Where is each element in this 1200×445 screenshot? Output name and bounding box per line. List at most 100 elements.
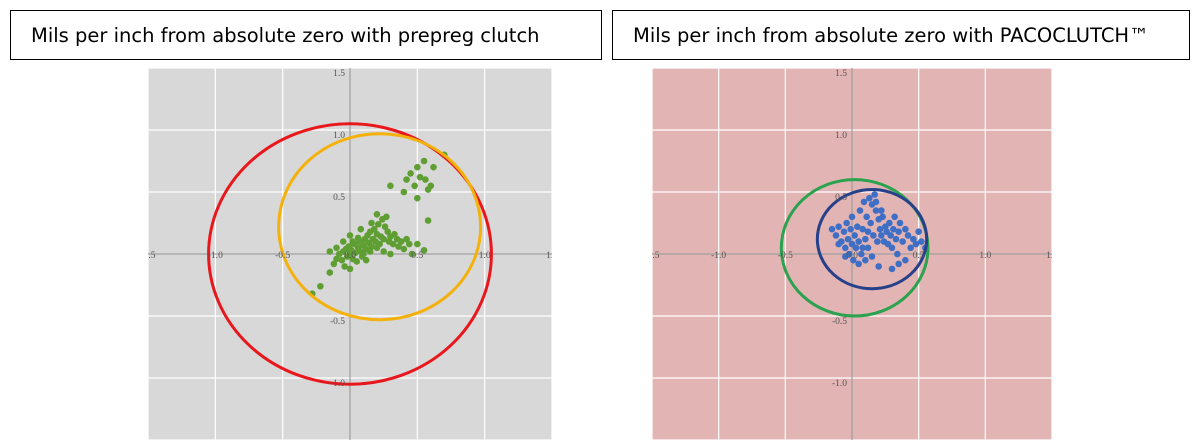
y-tick-label: -1.0 [330, 379, 345, 389]
data-point [341, 263, 348, 270]
data-point [872, 207, 880, 214]
chart-title-right: Mils per inch from absolute zero with PA… [612, 10, 1190, 60]
data-point [373, 211, 381, 218]
data-point [333, 244, 340, 252]
data-point [416, 173, 424, 181]
y-tick-label: 1.5 [835, 69, 847, 79]
data-point [878, 207, 885, 214]
data-point [362, 256, 370, 264]
data-point [366, 248, 374, 255]
data-point [384, 228, 392, 235]
data-point [835, 240, 842, 248]
data-point [864, 244, 872, 252]
data-point [389, 240, 397, 248]
data-point [360, 250, 367, 258]
y-tick-label: 1.5 [333, 69, 345, 79]
data-point [346, 265, 354, 273]
data-point [346, 232, 354, 239]
data-point [383, 213, 390, 221]
y-tick-label: 1.0 [333, 131, 345, 141]
data-point [427, 182, 435, 190]
data-point [872, 198, 880, 206]
data-point [855, 260, 862, 268]
data-point [842, 253, 849, 260]
data-point [856, 207, 864, 214]
data-point [380, 248, 387, 255]
data-point [875, 263, 882, 270]
data-point [912, 240, 920, 248]
data-point [339, 238, 347, 245]
x-tick-label: -1.5 [652, 251, 660, 261]
x-tick-label: -1.0 [208, 251, 223, 261]
data-point [888, 244, 896, 252]
data-point [387, 182, 394, 190]
data-point [414, 194, 421, 202]
data-point [354, 234, 362, 242]
data-point [317, 282, 324, 290]
scatter-plot-right: -1.5 -1.0 -0.5 0.0 0.5 1.0 1.5 1.5 1.0 0.5 -0.5 -1.… [652, 68, 1052, 440]
data-point [855, 238, 862, 245]
scatter-plot-left: -1.5 -1.0 -0.5 0.0 0.5 1.0 1.5 1.5 1.0 0.5 -0.5 -1.… [148, 68, 552, 440]
x-tick-label: 0.5 [913, 251, 925, 261]
data-point [357, 225, 365, 233]
data-point [891, 213, 898, 221]
data-point [851, 232, 858, 239]
data-point [894, 250, 901, 258]
data-point [878, 232, 885, 239]
data-point [424, 217, 432, 224]
data-point [902, 225, 909, 233]
data-point [890, 225, 897, 233]
data-point [887, 232, 894, 239]
y-tick-label: 0.5 [333, 193, 345, 203]
data-point [862, 235, 869, 243]
data-point [400, 188, 408, 196]
x-tick-label: 0.0 [344, 251, 356, 261]
data-point [895, 228, 902, 235]
data-point [904, 232, 912, 239]
data-point [381, 223, 389, 231]
y-tick-label: -1.0 [832, 379, 847, 389]
tolerance-circle [779, 178, 930, 318]
data-point [915, 228, 922, 235]
data-point [408, 250, 416, 258]
data-point [863, 213, 870, 221]
data-point [907, 244, 914, 252]
data-point [368, 219, 375, 227]
x-tick-label: 0.0 [846, 251, 858, 261]
y-tick-label: 1.0 [835, 131, 847, 141]
data-point [422, 176, 429, 183]
data-point [333, 255, 340, 263]
data-point [879, 213, 886, 221]
chart-title-left: Mils per inch from absolute zero with pr… [10, 10, 602, 60]
x-tick-label: 1.0 [479, 251, 491, 261]
y-tick-label: 0.5 [835, 193, 847, 203]
data-point [407, 170, 414, 177]
data-point [400, 245, 408, 253]
data-point [876, 225, 884, 233]
data-point [430, 163, 437, 171]
data-point [860, 198, 868, 206]
data-point [828, 225, 836, 233]
data-point [338, 256, 346, 264]
data-point [414, 163, 421, 171]
data-point [403, 176, 410, 183]
data-point [397, 238, 405, 245]
data-point [866, 194, 873, 202]
x-tick-label: 1.0 [979, 251, 991, 261]
tolerance-circle [207, 122, 493, 386]
data-point [859, 225, 866, 233]
data-point [847, 225, 854, 233]
data-point [854, 223, 861, 231]
x-tick-label: 1.5 [546, 251, 552, 261]
data-point [843, 219, 850, 227]
data-point [888, 265, 896, 273]
data-point [368, 243, 375, 250]
data-point [886, 219, 893, 227]
data-point [899, 238, 906, 245]
x-tick-label: -1.0 [711, 251, 726, 261]
x-tick-label: -0.5 [275, 251, 290, 261]
data-point [864, 228, 872, 235]
data-point [411, 182, 418, 190]
data-point [387, 250, 394, 258]
data-point [842, 244, 849, 252]
